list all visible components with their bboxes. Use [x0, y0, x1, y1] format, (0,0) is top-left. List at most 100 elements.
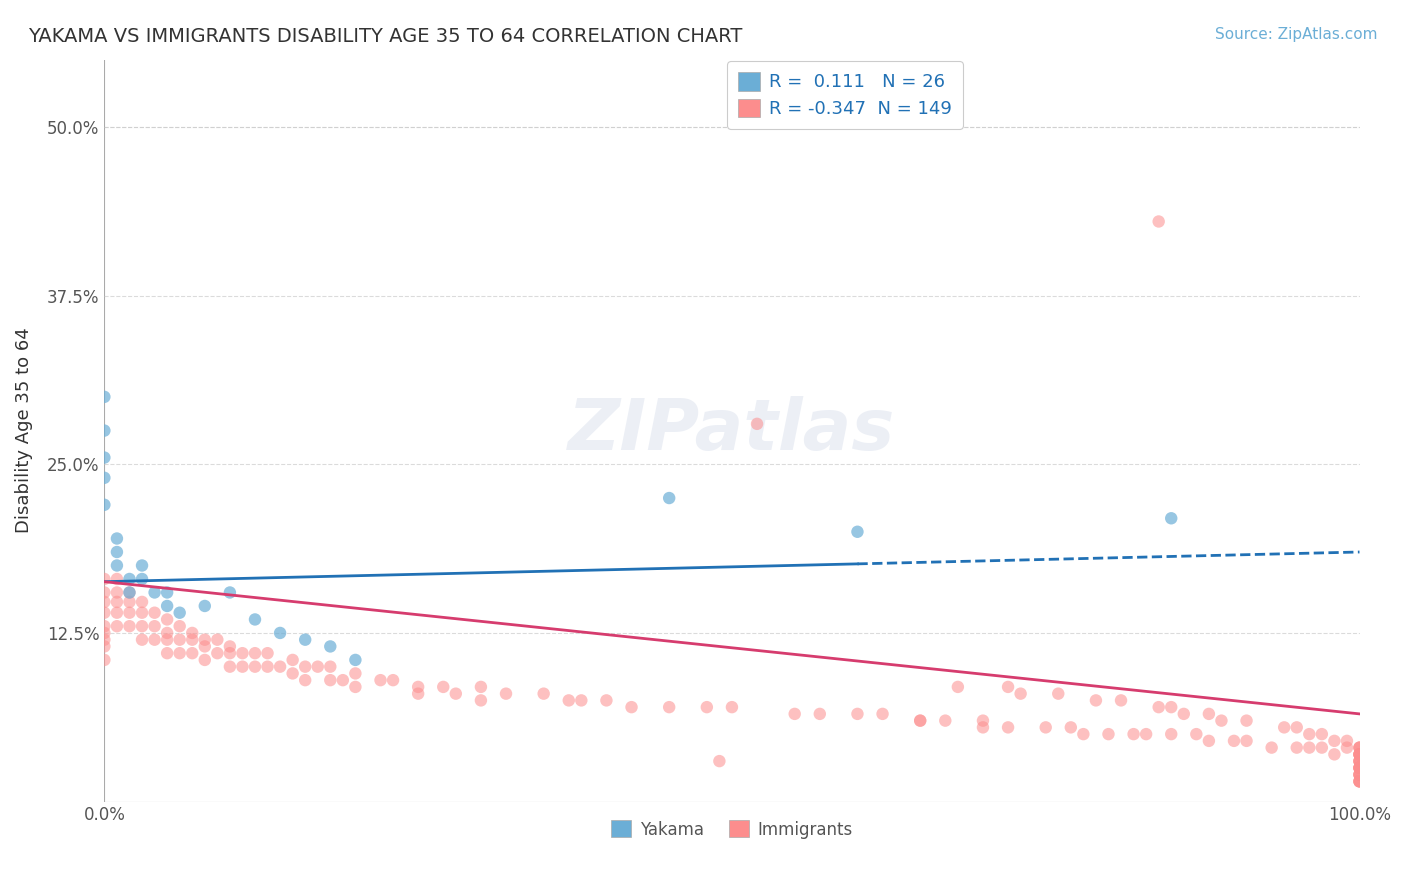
Point	[143, 619, 166, 633]
Point	[745, 417, 768, 431]
Legend: Yakama, Immigrants: Yakama, Immigrants	[605, 814, 859, 846]
Point	[93, 585, 115, 599]
Point	[194, 599, 217, 613]
Point	[105, 585, 128, 599]
Point	[569, 693, 592, 707]
Point	[344, 653, 367, 667]
Point	[131, 619, 153, 633]
Point	[1211, 714, 1233, 728]
Point	[143, 632, 166, 647]
Point	[1310, 727, 1333, 741]
Point	[243, 646, 266, 660]
Point	[118, 619, 141, 633]
Point	[118, 595, 141, 609]
Point	[194, 640, 217, 654]
Point	[1298, 727, 1320, 741]
Point	[972, 714, 994, 728]
Point	[1348, 774, 1371, 789]
Point	[93, 498, 115, 512]
Point	[406, 680, 429, 694]
Point	[231, 659, 253, 673]
Point	[243, 612, 266, 626]
Point	[1160, 511, 1182, 525]
Point	[207, 646, 229, 660]
Point	[1147, 700, 1170, 714]
Point	[194, 653, 217, 667]
Point	[269, 659, 291, 673]
Point	[1336, 734, 1358, 748]
Point	[93, 632, 115, 647]
Point	[281, 653, 304, 667]
Point	[1348, 747, 1371, 762]
Point	[344, 666, 367, 681]
Point	[1084, 693, 1107, 707]
Point	[1160, 727, 1182, 741]
Point	[808, 706, 831, 721]
Point	[1236, 714, 1258, 728]
Point	[1348, 767, 1371, 781]
Point	[1348, 747, 1371, 762]
Point	[118, 572, 141, 586]
Point	[93, 653, 115, 667]
Point	[1310, 740, 1333, 755]
Point	[169, 619, 191, 633]
Point	[319, 640, 342, 654]
Point	[1185, 727, 1208, 741]
Point	[1298, 740, 1320, 755]
Point	[1122, 727, 1144, 741]
Point	[1348, 747, 1371, 762]
Point	[93, 626, 115, 640]
Text: YAKAMA VS IMMIGRANTS DISABILITY AGE 35 TO 64 CORRELATION CHART: YAKAMA VS IMMIGRANTS DISABILITY AGE 35 T…	[28, 27, 742, 45]
Y-axis label: Disability Age 35 to 64: Disability Age 35 to 64	[15, 327, 32, 533]
Point	[219, 640, 242, 654]
Point	[93, 390, 115, 404]
Point	[997, 720, 1019, 734]
Point	[156, 632, 179, 647]
Point	[332, 673, 354, 688]
Point	[231, 646, 253, 660]
Point	[93, 606, 115, 620]
Point	[1336, 740, 1358, 755]
Point	[169, 632, 191, 647]
Point	[1323, 734, 1346, 748]
Point	[1348, 767, 1371, 781]
Point	[846, 706, 869, 721]
Point	[1323, 747, 1346, 762]
Point	[1348, 740, 1371, 755]
Point	[156, 612, 179, 626]
Point	[219, 585, 242, 599]
Point	[997, 680, 1019, 694]
Point	[872, 706, 894, 721]
Point	[169, 646, 191, 660]
Point	[1272, 720, 1295, 734]
Point	[118, 606, 141, 620]
Point	[908, 714, 931, 728]
Point	[1135, 727, 1157, 741]
Point	[181, 646, 204, 660]
Point	[444, 687, 467, 701]
Point	[1047, 687, 1070, 701]
Point	[721, 700, 744, 714]
Point	[1285, 740, 1308, 755]
Point	[1073, 727, 1095, 741]
Point	[1198, 734, 1220, 748]
Point	[93, 619, 115, 633]
Point	[194, 632, 217, 647]
Point	[93, 640, 115, 654]
Point	[118, 585, 141, 599]
Point	[1348, 767, 1371, 781]
Point	[105, 595, 128, 609]
Point	[470, 693, 492, 707]
Point	[1348, 774, 1371, 789]
Point	[243, 659, 266, 673]
Point	[256, 659, 278, 673]
Point	[1236, 734, 1258, 748]
Point	[156, 599, 179, 613]
Point	[1035, 720, 1057, 734]
Point	[156, 646, 179, 660]
Point	[156, 626, 179, 640]
Point	[131, 595, 153, 609]
Point	[1285, 720, 1308, 734]
Point	[281, 666, 304, 681]
Point	[219, 646, 242, 660]
